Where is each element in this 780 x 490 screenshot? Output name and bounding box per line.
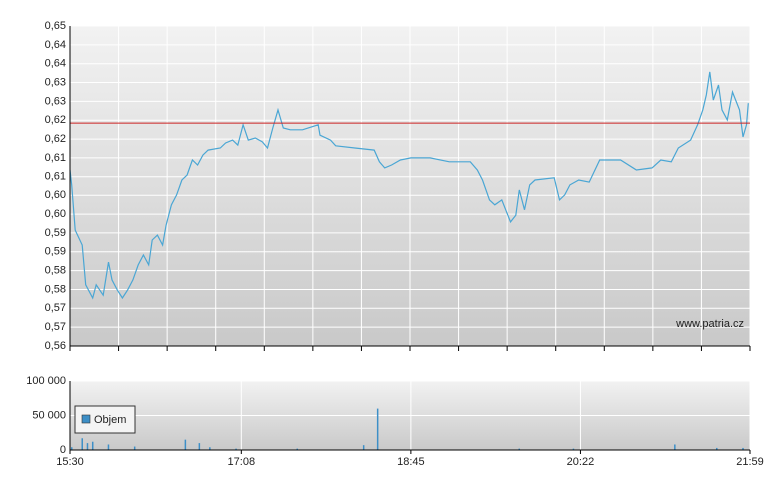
x-tick-label: 18:45 (397, 456, 425, 468)
y-tick-label: 0,57 (45, 302, 66, 314)
y-tick-label: 0 (60, 444, 66, 456)
y-tick-label: 0,63 (45, 95, 66, 107)
legend: Objem (74, 405, 136, 434)
x-tick-label: 21:59 (736, 456, 764, 468)
y-tick-label: 0,58 (45, 283, 66, 295)
volume-bar (362, 445, 365, 450)
volume-bar (742, 447, 744, 450)
y-tick-label: 0,57 (45, 321, 66, 333)
y-tick-label: 0,59 (45, 227, 66, 239)
x-tick-label: 17:08 (228, 456, 256, 468)
y-tick-label: 0,59 (45, 246, 66, 258)
volume-bar (81, 438, 83, 450)
y-tick-label: 0,60 (45, 208, 66, 220)
y-tick-label: 0,65 (45, 20, 66, 32)
y-tick-label: 0,64 (45, 58, 66, 70)
price-line (69, 71, 749, 300)
volume-bar (198, 443, 201, 450)
y-tick-label: 0,56 (45, 340, 66, 352)
y-tick-label: 0,63 (45, 76, 66, 88)
y-tick-label: 100 000 (26, 375, 66, 387)
y-tick-label: 0,61 (45, 152, 66, 164)
volume-bar (184, 439, 187, 450)
volume-bar (518, 448, 521, 450)
volume-bar (376, 408, 379, 450)
volume-bar (296, 448, 298, 450)
volume-bar (86, 443, 89, 450)
y-tick-label: 0,62 (45, 114, 66, 126)
y-tick-label: 0,64 (45, 39, 66, 51)
x-tick-label: 15:30 (56, 456, 84, 468)
y-tick-label: 0,62 (45, 133, 66, 145)
x-tick-label: 20:22 (567, 456, 595, 468)
volume-bar (209, 447, 211, 450)
volume-bar (107, 444, 110, 450)
y-tick-label: 0,60 (45, 189, 66, 201)
volume-bar (572, 448, 575, 450)
y-tick-label: 0,61 (45, 171, 66, 183)
annotation: www.patria.cz (675, 318, 744, 330)
legend-swatch (81, 414, 91, 424)
volume-bar (716, 447, 718, 450)
volume-bar (235, 448, 237, 450)
y-tick-label: 0,58 (45, 265, 66, 277)
legend-label: Objem (94, 414, 126, 426)
volume-bar (91, 441, 94, 450)
volume-bar (133, 446, 136, 450)
y-tick-label: 50 000 (32, 409, 66, 421)
volume-bar (70, 447, 73, 450)
volume-bar (674, 444, 676, 450)
